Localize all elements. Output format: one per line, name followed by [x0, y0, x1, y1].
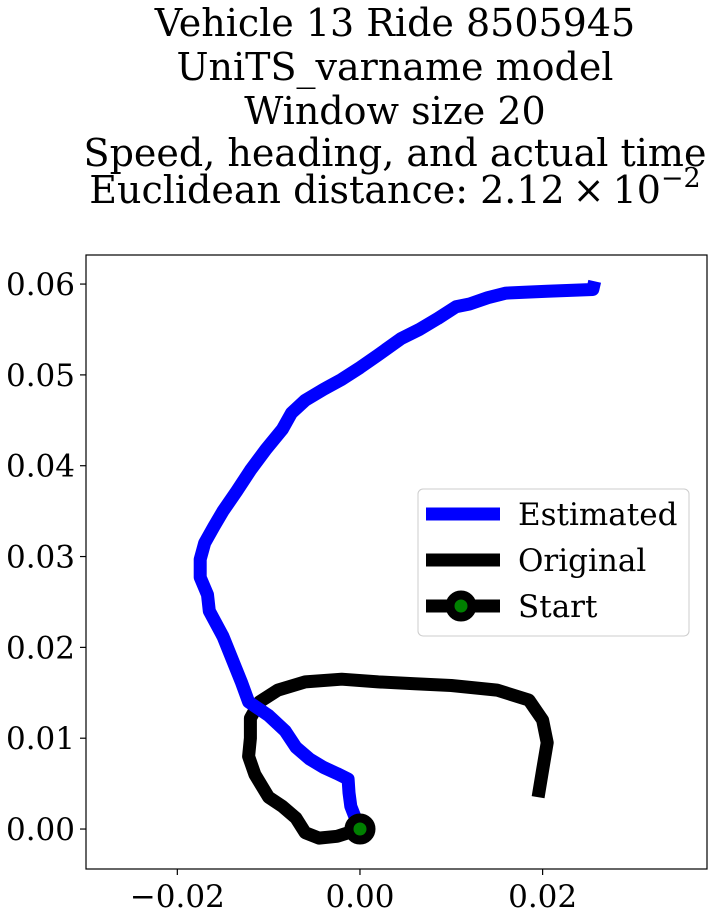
chart-title: Vehicle 13 Ride 8505945 UniTS_varname mo…: [84, 1, 707, 212]
legend-start-marker: [445, 590, 477, 622]
plot-frame: [85, 254, 708, 870]
series-line-original: [242, 672, 554, 845]
x-tick-label: 0.00: [325, 879, 394, 915]
distance-times: ×: [573, 168, 605, 212]
y-tick-label: 0.05: [6, 358, 75, 394]
y-tick-label: 0.00: [6, 812, 75, 848]
title-line-1: Vehicle 13 Ride 8505945: [154, 1, 635, 45]
x-tick-label: −0.02: [130, 879, 225, 915]
legend-start-label: Start: [518, 589, 598, 625]
title-line-4: Speed, heading, and actual time: [84, 131, 707, 175]
title-line-3: Window size 20: [244, 89, 545, 133]
legend-original-label: Original: [518, 543, 646, 579]
y-tick-label: 0.04: [6, 449, 75, 485]
y-tick-label: 0.03: [6, 540, 75, 576]
title-distance: Euclidean distance: 2.12 × 10−2: [89, 163, 700, 212]
y-tick-label: 0.06: [6, 267, 75, 303]
start-marker: [344, 813, 376, 845]
plot-area: [85, 254, 708, 870]
title-line-2: UniTS_varname model: [177, 45, 614, 90]
distance-exponent: −2: [661, 163, 701, 194]
x-tick-label: 0.02: [508, 879, 577, 915]
series-line-estimated: [193, 279, 602, 832]
x-axis: −0.02 0.00 0.02: [130, 869, 577, 915]
distance-label: Euclidean distance: 2.12: [89, 168, 564, 212]
y-axis: 0.00 0.01 0.02 0.03 0.04 0.05 0.06: [6, 267, 86, 848]
y-tick-label: 0.01: [6, 721, 75, 757]
distance-base: 10: [613, 168, 661, 212]
legend-box: [417, 488, 690, 637]
legend: Estimated Original Start: [417, 488, 690, 637]
legend-estimated-label: Estimated: [518, 497, 677, 533]
y-tick-label: 0.02: [6, 630, 75, 666]
